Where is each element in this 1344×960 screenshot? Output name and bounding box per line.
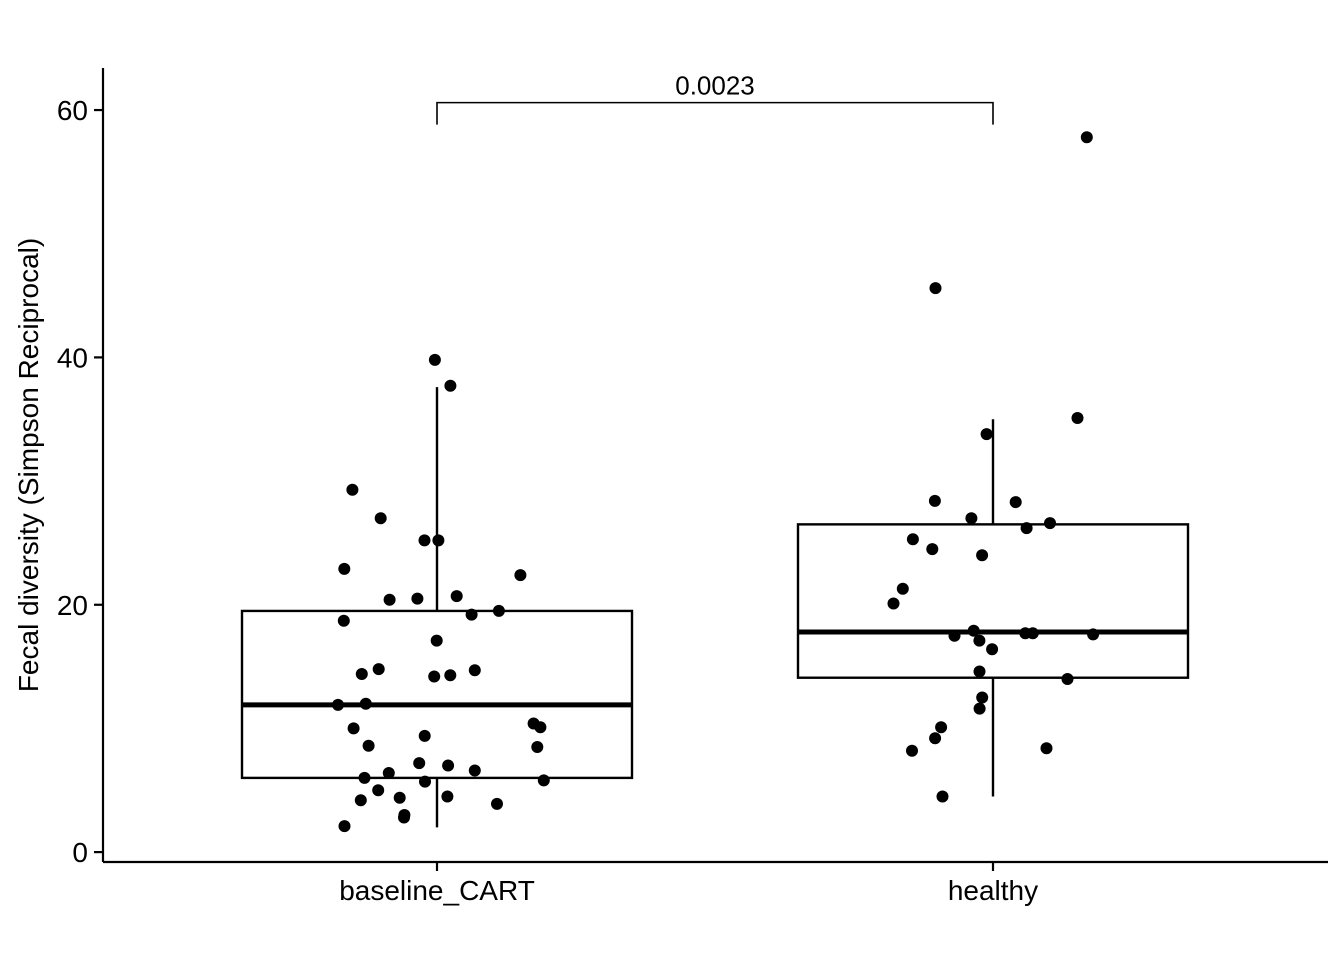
data-point bbox=[355, 668, 368, 680]
data-point bbox=[393, 791, 406, 804]
data-point bbox=[531, 741, 544, 753]
data-point bbox=[358, 771, 371, 784]
data-point bbox=[337, 614, 350, 627]
data-point bbox=[332, 698, 344, 711]
data-point bbox=[441, 790, 454, 803]
data-point bbox=[372, 663, 385, 676]
x-tick-label: baseline_CART bbox=[339, 875, 535, 906]
data-point bbox=[973, 702, 986, 715]
data-point bbox=[419, 775, 431, 788]
data-point bbox=[338, 820, 351, 833]
data-point bbox=[372, 784, 385, 797]
data-point bbox=[1020, 522, 1033, 535]
significance-bracket bbox=[436, 101, 994, 125]
data-point bbox=[537, 774, 550, 787]
data-point bbox=[491, 797, 503, 810]
x-tick-label: healthy bbox=[948, 875, 1038, 906]
data-point bbox=[896, 582, 909, 595]
data-point bbox=[382, 767, 395, 779]
data-point bbox=[468, 664, 481, 677]
data-point bbox=[374, 512, 387, 525]
data-point bbox=[1087, 628, 1100, 641]
y-tick-label: 60 bbox=[57, 95, 88, 126]
data-point bbox=[432, 534, 445, 547]
data-point bbox=[468, 764, 481, 777]
data-point bbox=[514, 569, 527, 582]
y-tick-label: 40 bbox=[57, 342, 88, 373]
y-tick-label: 0 bbox=[72, 837, 88, 868]
data-point bbox=[442, 759, 455, 772]
data-point bbox=[887, 597, 900, 610]
data-point bbox=[354, 794, 367, 807]
data-point bbox=[362, 739, 375, 752]
axes: 0 20 40 60 baseline_CART healthy bbox=[57, 68, 1328, 906]
data-point bbox=[359, 697, 372, 710]
data-point bbox=[1009, 496, 1022, 509]
data-point bbox=[926, 543, 939, 556]
y-tick-label: 20 bbox=[57, 590, 88, 621]
data-point bbox=[1061, 673, 1074, 685]
data-point bbox=[418, 534, 431, 547]
data-point bbox=[1044, 517, 1056, 530]
data-point bbox=[398, 811, 410, 824]
y-axis-title: Fecal diversity (Simpson Reciprocal) bbox=[13, 238, 44, 692]
data-point bbox=[936, 790, 949, 803]
data-point bbox=[465, 608, 478, 621]
data-point bbox=[948, 629, 961, 642]
data-point bbox=[929, 732, 942, 745]
data-point bbox=[444, 379, 457, 392]
data-point bbox=[929, 282, 942, 295]
data-point bbox=[444, 669, 457, 682]
data-point bbox=[338, 562, 351, 575]
data-point bbox=[1019, 627, 1032, 640]
data-point bbox=[418, 729, 431, 742]
data-point bbox=[346, 483, 359, 496]
data-point bbox=[976, 691, 989, 704]
data-point bbox=[428, 353, 441, 366]
data-point bbox=[430, 634, 443, 647]
data-point bbox=[1080, 131, 1093, 144]
data-point bbox=[980, 428, 993, 441]
data-point bbox=[986, 643, 999, 656]
data-point bbox=[428, 670, 441, 683]
data-point bbox=[967, 624, 980, 637]
p-value-label: 0.0023 bbox=[675, 71, 755, 101]
data-point bbox=[413, 757, 426, 770]
data-point bbox=[383, 593, 396, 606]
data-point bbox=[1040, 742, 1053, 755]
data-point bbox=[935, 721, 948, 734]
data-point bbox=[928, 494, 941, 507]
data-point bbox=[492, 604, 505, 617]
data-point bbox=[347, 722, 360, 735]
data-point bbox=[906, 533, 919, 546]
data-point bbox=[973, 665, 986, 678]
data-point bbox=[411, 592, 424, 605]
data-point bbox=[965, 512, 978, 525]
data-point bbox=[534, 721, 547, 734]
data-point bbox=[1071, 412, 1084, 424]
data-point bbox=[973, 634, 986, 647]
data-point bbox=[976, 549, 989, 562]
data-point bbox=[906, 744, 918, 757]
plot-area: 0.0023 bbox=[240, 71, 1190, 833]
data-point bbox=[450, 590, 463, 603]
